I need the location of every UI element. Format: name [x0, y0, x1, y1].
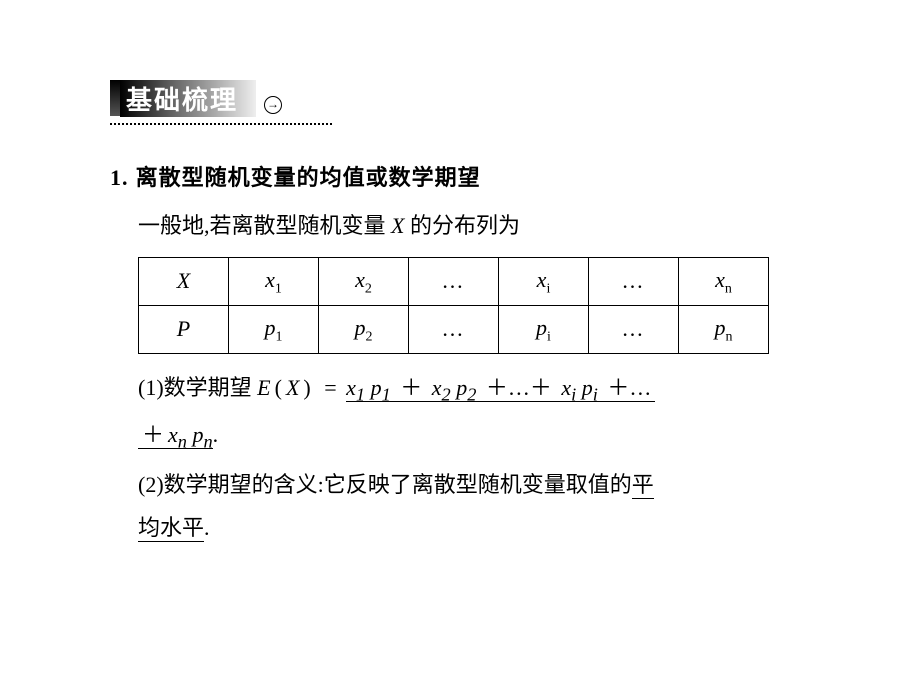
table-cell: x1 — [229, 257, 319, 305]
header-accent-bar — [110, 80, 120, 116]
expectation-rhs-line2: ＋xn pn — [138, 422, 213, 449]
table-cell: p1 — [229, 305, 319, 353]
section-number: 1. — [110, 165, 129, 190]
section-title: 离散型随机变量的均值或数学期望 — [136, 165, 481, 190]
table-cell: pn — [679, 305, 769, 353]
point1-label: (1)数学期望 — [138, 375, 257, 400]
point-1-cont: ＋xn pn. — [110, 413, 810, 460]
point2-underline-1: 平 — [632, 472, 654, 499]
intro-line: 一般地,若离散型随机变量 X 的分布列为 — [110, 205, 810, 247]
intro-var: X — [391, 213, 404, 238]
row-header-P: P — [139, 305, 229, 353]
section-title-line: 1. 离散型随机变量的均值或数学期望 — [110, 157, 810, 199]
page: 基础梳理 → 1. 离散型随机变量的均值或数学期望 一般地,若离散型随机变量 X… — [0, 0, 920, 549]
table-cell: p2 — [319, 305, 409, 353]
table-cell: … — [589, 257, 679, 305]
distribution-table: X x1 x2 … xi … xn P p1 p2 … pi … pn — [138, 257, 769, 354]
point-2: (2)数学期望的含义:它反映了离散型随机变量取值的平 — [110, 464, 810, 506]
intro-prefix: 一般地,若离散型随机变量 — [138, 213, 391, 238]
expectation-lhs: E(X) = — [257, 375, 346, 400]
table-cell: pi — [499, 305, 589, 353]
point-1: (1)数学期望 E(X) = x1 p1 ＋ x2 p2 ＋…＋ xi pi ＋… — [110, 366, 810, 413]
row-header-X: X — [139, 257, 229, 305]
arrow-right-icon: → — [264, 96, 282, 114]
table-row: P p1 p2 … pi … pn — [139, 305, 769, 353]
table-cell: x2 — [319, 257, 409, 305]
table-cell: … — [589, 305, 679, 353]
expectation-rhs-line1: x1 p1 ＋ x2 p2 ＋…＋ xi pi ＋… — [346, 375, 655, 402]
header-title: 基础梳理 — [120, 83, 256, 117]
intro-suffix: 的分布列为 — [404, 213, 520, 238]
table-cell: xn — [679, 257, 769, 305]
table-cell: … — [409, 257, 499, 305]
content: 1. 离散型随机变量的均值或数学期望 一般地,若离散型随机变量 X 的分布列为 … — [110, 157, 810, 549]
header-text-wrap: 基础梳理 — [120, 80, 256, 117]
table-cell: … — [409, 305, 499, 353]
period2: . — [204, 515, 210, 540]
section-header: 基础梳理 → — [110, 80, 282, 117]
point-2-cont: 均水平. — [110, 507, 810, 549]
point2-label: (2)数学期望的含义:它反映了离散型随机变量取值的 — [138, 472, 632, 497]
header-dotted-underline — [110, 123, 332, 125]
table-row: X x1 x2 … xi … xn — [139, 257, 769, 305]
period1: . — [213, 422, 219, 447]
table-cell: xi — [499, 257, 589, 305]
point2-underline-2: 均水平 — [138, 515, 204, 542]
